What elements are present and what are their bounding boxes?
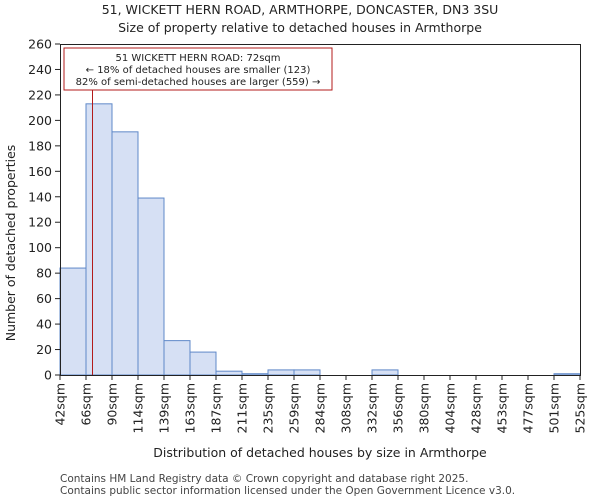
- annotation-line-3: 82% of semi-detached houses are larger (…: [76, 77, 321, 88]
- y-tick-label: 0: [44, 368, 52, 383]
- y-tick-label: 80: [36, 266, 52, 281]
- y-tick-label: 40: [36, 317, 52, 332]
- x-tick-label: 235sqm: [261, 383, 276, 433]
- footer-line-2: Contains public sector information licen…: [60, 485, 515, 497]
- x-tick-label: 163sqm: [183, 383, 198, 433]
- y-tick-label: 60: [36, 291, 52, 306]
- y-tick-label: 140: [28, 189, 52, 204]
- y-tick-label: 120: [28, 215, 52, 230]
- x-tick-label: 380sqm: [417, 383, 432, 433]
- x-tick-label: 42sqm: [53, 383, 68, 426]
- y-tick-label: 20: [36, 342, 52, 357]
- bars-group: [59, 103, 581, 376]
- x-tick-label: 404sqm: [443, 383, 458, 433]
- x-tick-label: 90sqm: [105, 383, 120, 426]
- x-axis-ticks: 42sqm 66sqm 90sqm 114sqm 139sqm 163sqm 187sqm 2…: [53, 375, 588, 433]
- x-tick-label: 284sqm: [313, 383, 328, 433]
- x-tick-label: 477sqm: [521, 383, 536, 433]
- x-tick-label: 259sqm: [287, 383, 302, 433]
- x-tick-label: 428sqm: [469, 383, 484, 433]
- y-axis-ticks: 0 20 40 60 80 100 120 140 160 180 200 220 240 260: [28, 37, 60, 383]
- x-tick-label: 211sqm: [235, 383, 250, 433]
- chart-subtitle: Size of property relative to detached ho…: [118, 20, 482, 35]
- bar-42sqm: [59, 267, 87, 376]
- y-tick-label: 180: [28, 138, 52, 153]
- y-tick-label: 220: [28, 87, 52, 102]
- x-tick-label: 501sqm: [547, 383, 562, 433]
- bar-235sqm: [267, 369, 295, 376]
- chart-title: 51, WICKETT HERN ROAD, ARMTHORPE, DONCAS…: [102, 2, 499, 17]
- x-tick-label: 453sqm: [495, 383, 510, 433]
- x-tick-label: 139sqm: [157, 383, 172, 433]
- x-tick-label: 308sqm: [339, 383, 354, 433]
- bar-187sqm: [215, 370, 243, 376]
- x-axis-label: Distribution of detached houses by size …: [153, 445, 487, 460]
- bar-114sqm: [137, 197, 165, 376]
- y-tick-label: 160: [28, 164, 52, 179]
- bar-211sqm: [241, 373, 269, 376]
- x-tick-label: 187sqm: [209, 383, 224, 433]
- annotation-line-2: ← 18% of detached houses are smaller (12…: [86, 65, 311, 76]
- y-tick-label: 100: [28, 240, 52, 255]
- y-tick-label: 260: [28, 37, 52, 52]
- bar-163sqm: [189, 351, 217, 376]
- annotation-frame: [63, 47, 333, 91]
- bar-139sqm: [163, 340, 191, 376]
- x-tick-label: 332sqm: [365, 383, 380, 433]
- x-tick-label: 66sqm: [79, 383, 94, 426]
- y-tick-label: 200: [28, 113, 52, 128]
- plot-frame: [60, 44, 581, 376]
- footer-line-1: Contains HM Land Registry data © Crown c…: [60, 473, 468, 485]
- bar-259sqm: [293, 369, 321, 376]
- x-tick-label: 525sqm: [573, 383, 588, 433]
- bar-66sqm: [85, 103, 113, 376]
- x-tick-label: 356sqm: [391, 383, 406, 433]
- bar-90sqm: [111, 131, 139, 376]
- y-axis-label: Number of detached properties: [3, 145, 18, 342]
- y-tick-label: 240: [28, 62, 52, 77]
- bar-332sqm: [371, 369, 399, 376]
- bar-501sqm: [553, 373, 581, 376]
- annotation-line-1: 51 WICKETT HERN ROAD: 72sqm: [115, 53, 280, 64]
- x-tick-label: 114sqm: [131, 383, 146, 433]
- annotation-box: 51 WICKETT HERN ROAD: 72sqm ← 18% of det…: [63, 47, 333, 91]
